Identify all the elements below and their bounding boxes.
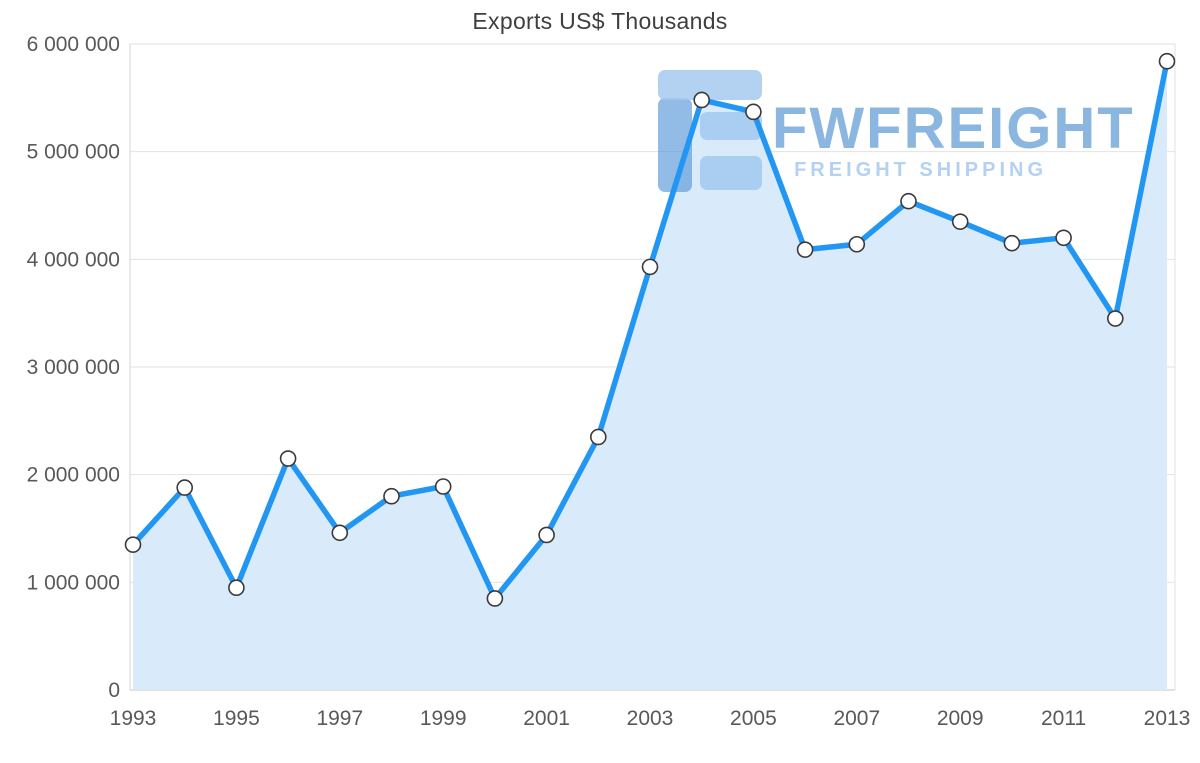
area-fill — [133, 61, 1167, 690]
y-axis-label: 5 000 000 — [27, 141, 120, 164]
y-axis-label: 4 000 000 — [27, 248, 120, 271]
data-point — [383, 487, 400, 505]
x-axis-label: 2005 — [730, 707, 777, 730]
data-point — [434, 478, 452, 495]
data-point — [228, 579, 245, 597]
data-point — [176, 479, 193, 496]
data-point — [693, 91, 711, 109]
data-point — [641, 258, 659, 276]
data-point — [486, 590, 504, 607]
logo-bar-middle — [700, 112, 762, 140]
logo-bar-bottom — [700, 156, 762, 190]
y-axis-label: 0 — [108, 679, 120, 702]
data-point — [900, 192, 917, 210]
chart-title: Exports US$ Thousands — [472, 8, 728, 34]
x-axis-label: 2007 — [833, 707, 880, 730]
data-point — [1003, 234, 1021, 252]
data-point — [279, 450, 297, 467]
y-axis-label: 2 000 000 — [27, 464, 120, 487]
x-axis-label: 2013 — [1144, 707, 1191, 730]
data-point — [538, 526, 555, 544]
data-point — [745, 103, 762, 121]
logo-bar-top — [658, 70, 762, 100]
x-axis-label: 2011 — [1041, 707, 1086, 730]
y-axis-label: 3 000 000 — [27, 356, 120, 379]
x-axis-label: 2001 — [523, 707, 570, 730]
x-axis-label: 2009 — [937, 707, 984, 730]
x-axis-label: 1997 — [316, 707, 363, 730]
x-axis-label: 1993 — [110, 707, 157, 730]
data-point — [589, 428, 607, 446]
watermark-tagline-text: FREIGHT SHIPPING — [794, 159, 1047, 181]
x-axis-label: 1999 — [420, 707, 467, 730]
data-point — [951, 213, 969, 230]
y-axis-label: 1 000 000 — [27, 571, 120, 594]
x-axis-label: 2003 — [627, 707, 674, 730]
data-point — [331, 524, 349, 542]
data-point — [848, 235, 866, 253]
x-axis-label: 1995 — [213, 707, 260, 730]
y-axis-label: 6 000 000 — [27, 33, 120, 56]
data-point — [796, 241, 814, 258]
data-point — [1055, 229, 1072, 247]
watermark-brand-text: FWFREIGHT — [772, 96, 1135, 161]
data-point — [1107, 310, 1124, 327]
logo-bar-vertical — [658, 98, 692, 192]
data-point — [124, 536, 142, 553]
data-point — [1158, 52, 1176, 70]
